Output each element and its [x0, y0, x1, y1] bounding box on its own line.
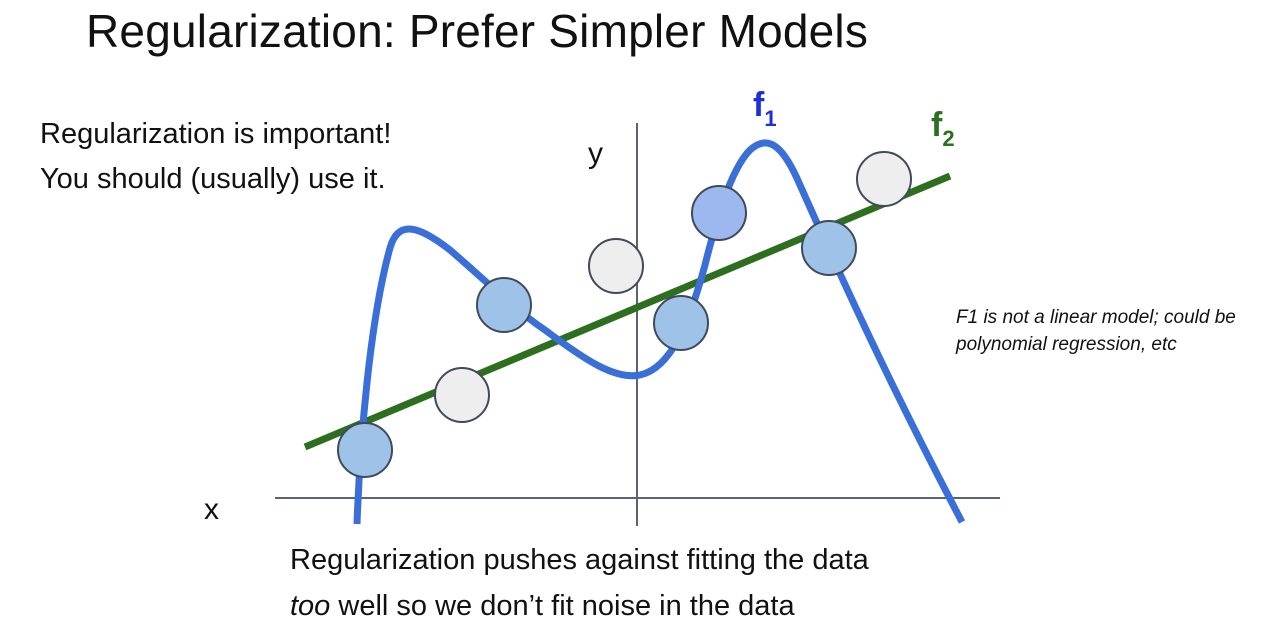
regularization-explanation: Regularization pushes against fitting th… — [290, 537, 1050, 629]
explanation-line-1: Regularization pushes against fitting th… — [290, 544, 869, 576]
f1-label-letter: f — [753, 86, 765, 124]
data-point — [801, 220, 857, 276]
f2-line — [303, 172, 952, 451]
data-point — [856, 151, 912, 207]
explanation-emphasis: too — [290, 590, 331, 622]
data-point — [691, 185, 747, 241]
data-point — [337, 422, 393, 478]
explanation-line-2: too well so we don’t fit noise in the da… — [290, 583, 1050, 629]
data-point — [653, 295, 709, 351]
x-axis-label: x — [204, 493, 219, 526]
f1-model-note: F1 is not a linear model; could be polyn… — [956, 307, 1236, 355]
data-point — [476, 277, 532, 333]
f2-label-letter: f — [931, 106, 943, 144]
f2-label: f2 — [931, 106, 955, 151]
regularization-importance-note: Regularization is important! You should … — [40, 118, 392, 195]
f2-label-subscript: 2 — [942, 126, 954, 151]
explanation-rest: well so we don’t fit noise in the data — [330, 590, 795, 622]
data-point — [588, 238, 644, 294]
f1-label: f1 — [753, 86, 777, 131]
data-point — [434, 367, 490, 423]
slide-title: Regularization: Prefer Simpler Models — [86, 5, 869, 57]
f1-label-subscript: 1 — [764, 106, 776, 131]
f1-curve — [353, 139, 966, 525]
y-axis-label: y — [588, 137, 603, 170]
